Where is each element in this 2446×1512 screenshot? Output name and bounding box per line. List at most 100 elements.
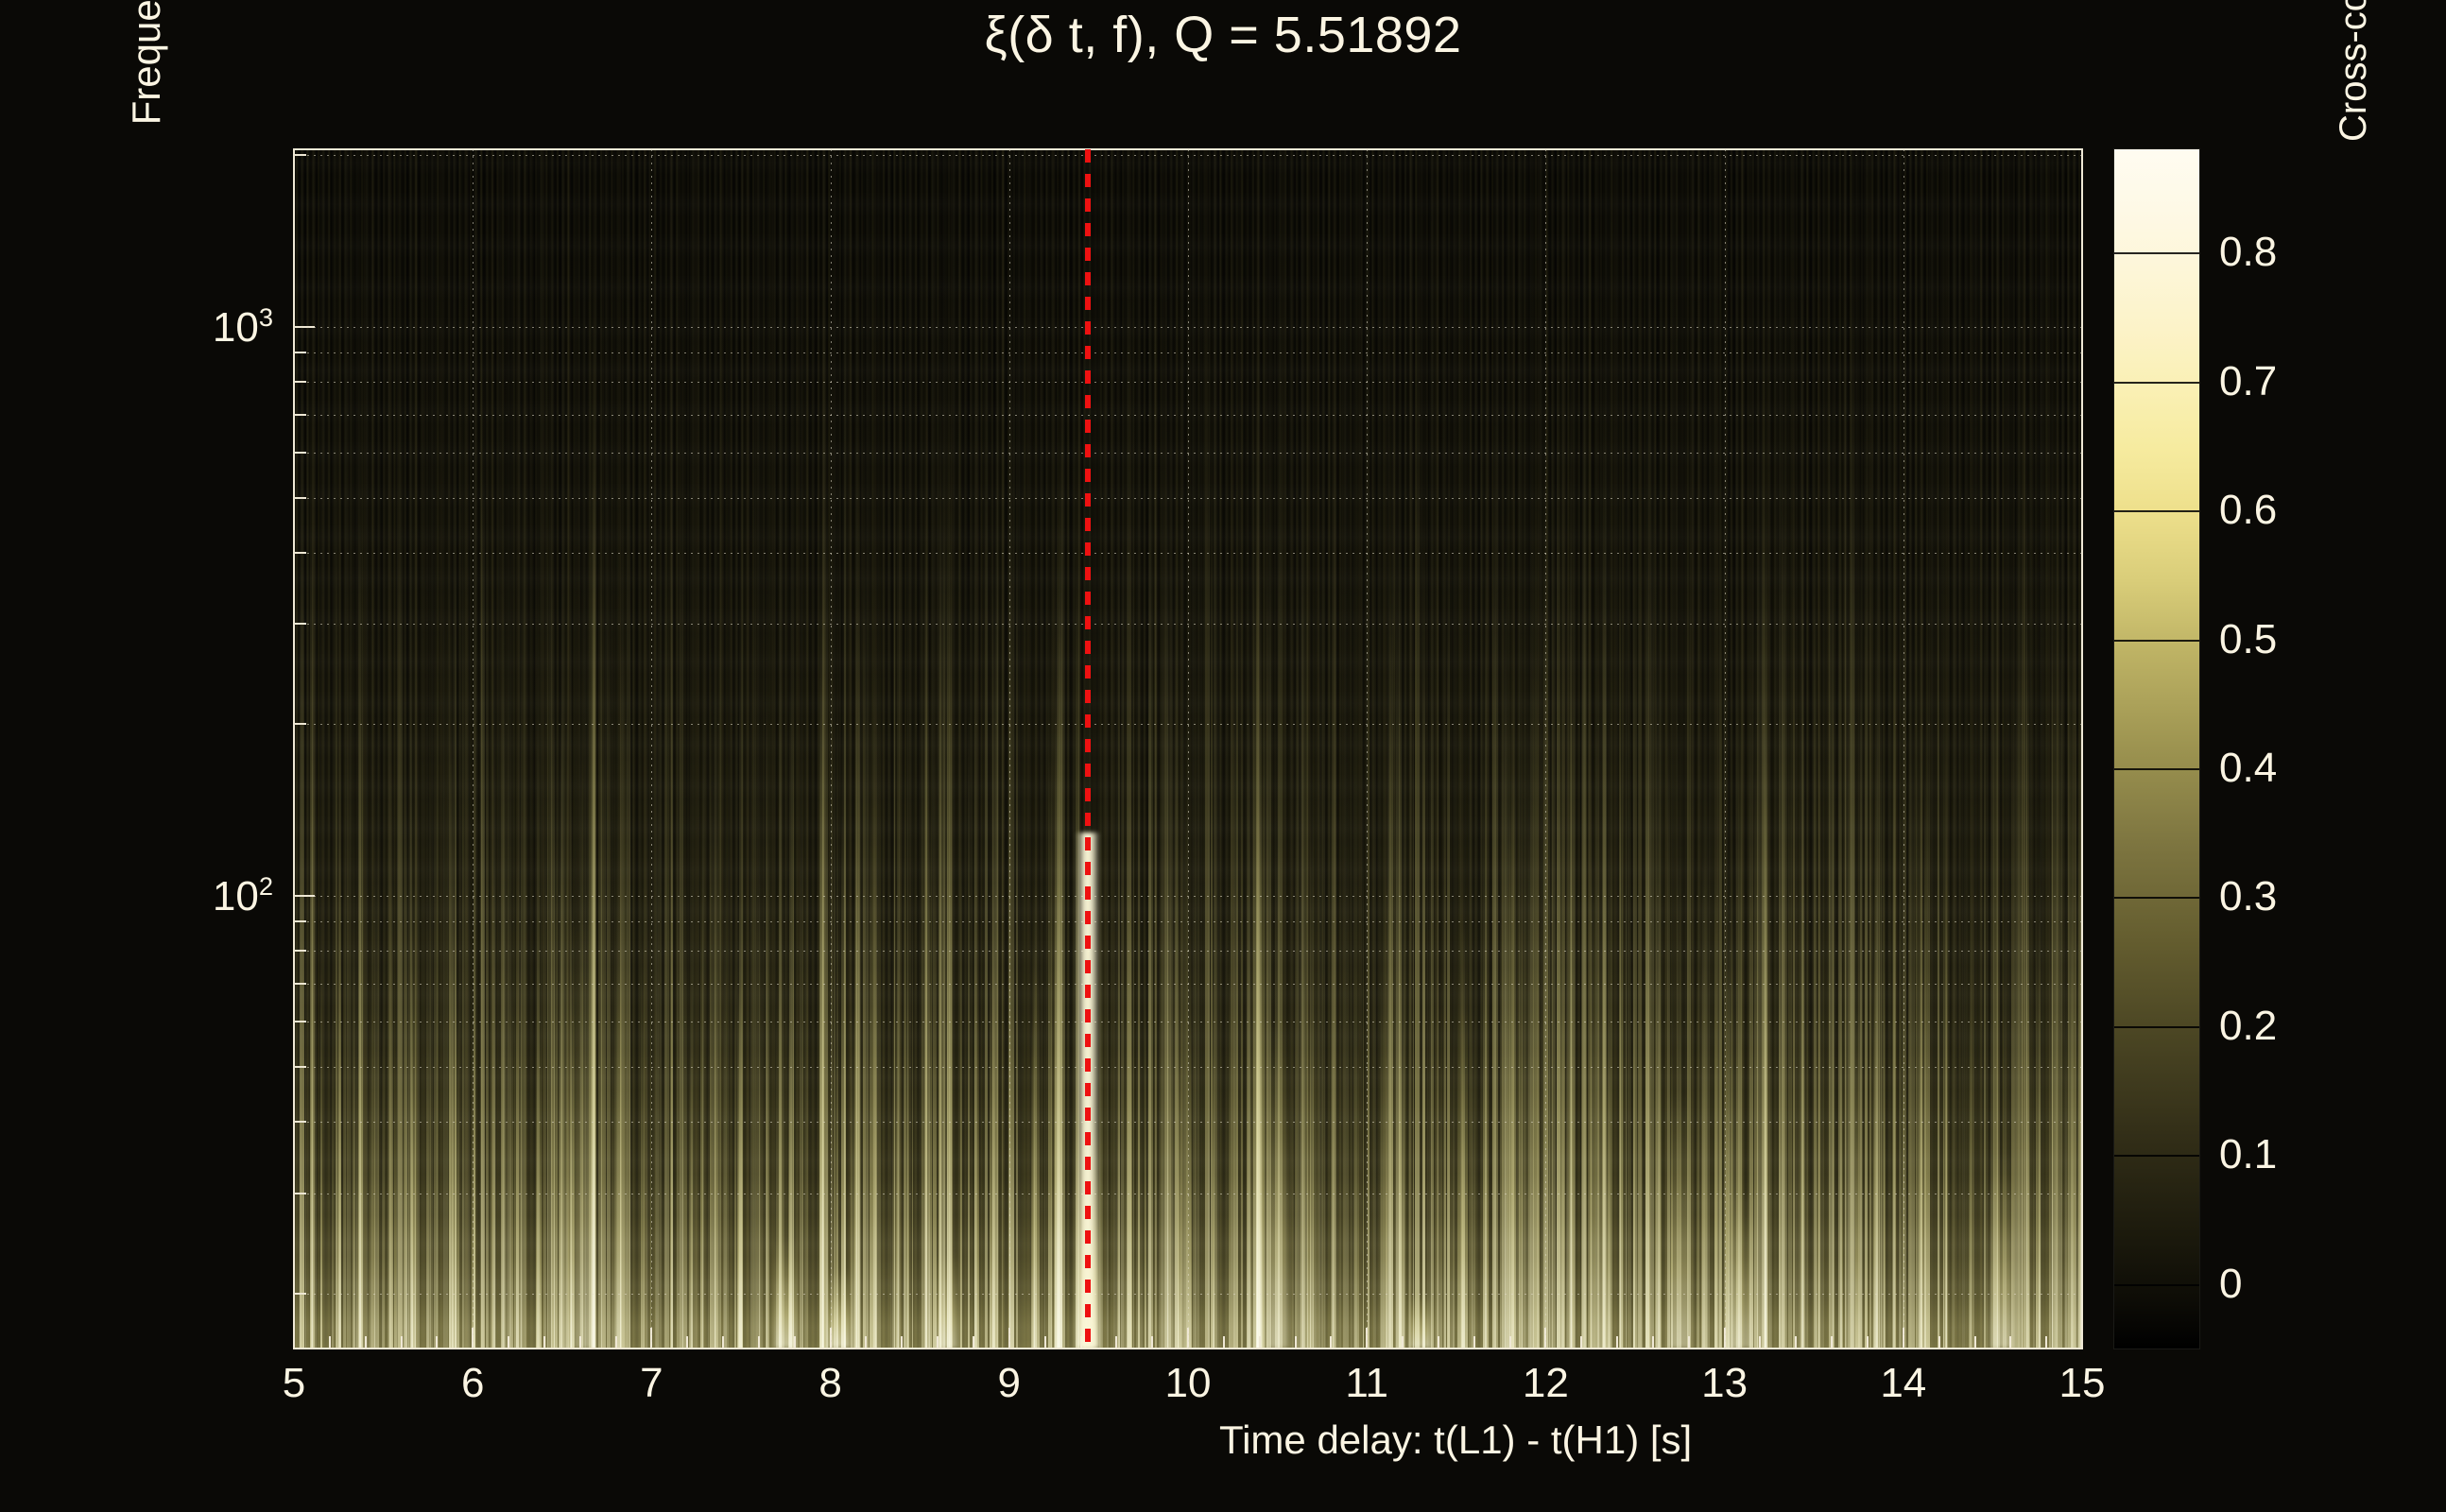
spectrogram-column [872,501,877,1349]
x-tick-label: 10 [1164,1360,1212,1406]
spectrogram-column [502,868,504,1349]
spectrogram-column [2078,369,2082,1349]
spectrogram-column [2010,587,2015,1349]
spectrogram-column [2065,952,2068,1349]
spectrogram-column [568,903,573,1349]
spectrogram-column [1838,630,1842,1349]
spectrogram-column [1983,456,1987,1349]
x-axis-minor-tick [1473,1336,1475,1349]
spectrogram-column [616,852,622,1349]
spectrogram-column [1599,818,1605,1349]
spectrogram-column [426,751,429,1349]
spectrogram-column [1016,301,1018,1349]
colorbar-tick-label: 0.5 [2219,615,2278,662]
spectrogram-column [904,647,907,1349]
spectrogram-column [939,298,946,1349]
spectrogram-column [1504,507,1508,1349]
spectrogram-column [1757,326,1763,1349]
spectrogram-column [1844,298,1850,1349]
spectrogram-column [369,880,370,1349]
spectrogram-column [1924,747,1926,1349]
spectrogram-column [1724,868,1730,1349]
grid-line-vertical [473,149,474,1349]
spectrogram-column [521,249,525,1349]
spectrogram-column [643,736,647,1349]
spectrogram-column [694,960,698,1349]
spectrogram-column [1147,504,1152,1349]
spectrogram-column [1335,770,1342,1349]
spectrogram-column [865,493,869,1349]
spectrogram-peak-column [936,1248,957,1349]
spectrogram-column [973,252,975,1349]
spectrogram-peak-column [1731,1193,1753,1349]
x-axis-minor-tick [1508,1336,1511,1349]
spectrogram-column [560,545,562,1349]
spectrogram-column [546,294,553,1349]
spectrogram-column [627,574,631,1349]
spectrogram-column [923,407,929,1349]
colorbar-tick [2114,510,2199,513]
spectrogram-column [1447,964,1453,1349]
spectrogram-column [793,950,798,1349]
spectrogram-column [479,333,484,1349]
spectrogram-column [1619,875,1625,1349]
spectrogram-column [1246,858,1252,1349]
spectrogram-column [1009,323,1015,1349]
spectrogram-column [1800,918,1803,1349]
spectrogram-column [1367,439,1369,1349]
spectrogram-column [1247,479,1251,1349]
spectrogram-column [1380,832,1386,1349]
spectrogram-column [1919,832,1921,1349]
spectrogram-column [1899,798,1903,1349]
x-tick-label: 13 [1701,1360,1748,1406]
spectrogram-column [1400,975,1403,1349]
spectrogram-column [1645,603,1650,1349]
x-axis-minor-tick [901,1336,904,1349]
spectrogram-column [411,879,417,1349]
spectrogram-column [580,588,584,1349]
spectrogram-column [464,427,470,1349]
spectrogram-peak-column [1669,1092,1691,1349]
spectrogram-column [619,461,625,1349]
spectrogram-column [1784,414,1787,1349]
spectrogram-column [1343,714,1349,1349]
spectrogram-column [690,904,694,1349]
spectrogram-column [1353,967,1359,1349]
spectrogram-column [862,391,867,1349]
spectrogram-column [342,724,346,1349]
x-axis-minor-tick [436,1336,439,1349]
spectrogram-column [1471,918,1476,1349]
spectrogram-column [353,752,357,1349]
spectrogram-column [1864,409,1869,1349]
spectrogram-column [1518,793,1523,1349]
x-axis-minor-tick [1795,1336,1798,1349]
spectrogram-column [1851,278,1856,1349]
x-axis-minor-tick [1115,1336,1118,1349]
spectrogram-column [564,981,570,1349]
x-axis-minor-tick [1437,1336,1439,1349]
spectrogram-column [2078,672,2081,1349]
spectrogram-column [927,689,931,1349]
spectrogram-column [1533,483,1539,1349]
spectrogram-peak-column [829,1269,851,1349]
spectrogram-column [310,321,314,1349]
spectrogram-column [1098,778,1103,1349]
spectrogram-column [1701,841,1706,1349]
spectrogram-column [2049,840,2051,1349]
spectrogram-column [1625,430,1627,1349]
spectrogram-column [455,899,460,1349]
colorbar-tick-label: 0.7 [2219,357,2278,404]
spectrogram-column [758,754,761,1349]
x-axis-minor-tick [1687,1336,1690,1349]
spectrogram-column [397,348,403,1349]
spectrogram-column [2014,502,2021,1349]
spectrogram-column [336,899,341,1349]
spectrogram-column [1485,381,1488,1349]
spectrogram-column [543,710,546,1349]
spectrogram-column [1570,527,1576,1349]
spectrogram-column [1117,878,1120,1349]
spectrogram-column [1452,953,1456,1349]
spectrogram-column [973,919,980,1349]
spectrogram-column [1388,566,1394,1349]
spectrogram-column [1566,375,1572,1349]
